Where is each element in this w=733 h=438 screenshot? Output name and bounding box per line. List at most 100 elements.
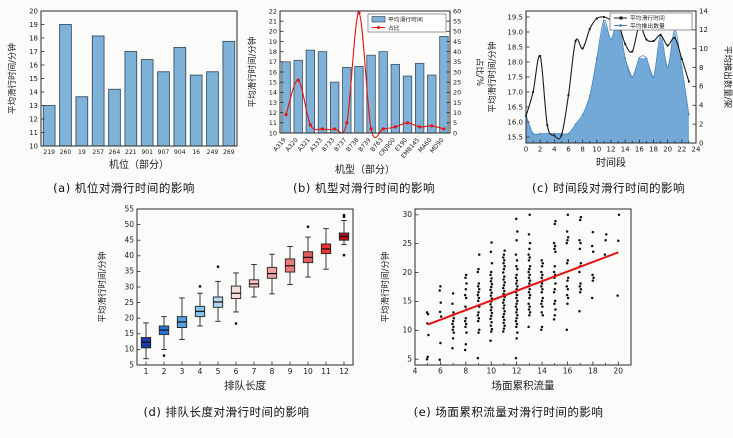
svg-text:50: 50 (124, 220, 134, 229)
svg-text:0: 0 (524, 146, 528, 154)
svg-text:20: 20 (453, 89, 461, 97)
svg-text:平均推出数量: 平均推出数量 (630, 22, 665, 30)
svg-text:平均滑行时间/分钟: 平均滑行时间/分钟 (380, 252, 391, 323)
svg-text:16: 16 (562, 367, 572, 376)
svg-text:14: 14 (699, 7, 708, 15)
svg-text:10: 10 (592, 146, 601, 154)
svg-text:12: 12 (29, 115, 38, 123)
svg-text:55: 55 (453, 17, 461, 25)
bottom-row: 5 10 15 20 25 30 35 40 45 50 55 1 2 3 4 5 6 7 8 9 10 11 12 平均滑行… (0, 203, 733, 419)
svg-text:901: 901 (141, 149, 153, 156)
svg-text:时间段: 时间段 (596, 156, 626, 169)
svg-text:10: 10 (453, 109, 461, 117)
svg-text:占比/%: 占比/% (474, 58, 484, 86)
svg-text:30: 30 (453, 68, 461, 76)
svg-text:4: 4 (197, 367, 202, 376)
svg-text:平均滑行时间/分钟: 平均滑行时间/分钟 (97, 252, 108, 323)
chart-d-caption: (d) 排队长度对滑行时间的影响 (143, 405, 310, 419)
svg-text:19.5: 19.5 (507, 13, 523, 21)
svg-text:1: 1 (143, 367, 148, 376)
svg-text:21: 21 (269, 17, 277, 25)
svg-text:904: 904 (174, 149, 186, 156)
svg-text:11: 11 (29, 129, 38, 137)
svg-text:22: 22 (269, 7, 277, 15)
svg-text:6: 6 (438, 367, 443, 376)
svg-text:8: 8 (269, 367, 274, 376)
svg-text:2: 2 (538, 146, 542, 154)
svg-text:机位（部分）: 机位（部分） (109, 158, 169, 171)
svg-text:6: 6 (233, 367, 238, 376)
svg-text:16: 16 (269, 68, 277, 76)
svg-text:13: 13 (29, 102, 38, 110)
svg-text:16.5: 16.5 (507, 103, 523, 111)
svg-text:264: 264 (109, 149, 121, 156)
svg-text:30: 30 (124, 282, 134, 291)
svg-text:260: 260 (60, 149, 72, 156)
svg-text:50: 50 (453, 28, 461, 36)
chart-b: 10 11 12 13 14 15 16 17 18 19 20 21 22 0 5 10 15 20 25 30 35… (244, 3, 484, 195)
svg-text:40: 40 (453, 48, 461, 56)
svg-text:15: 15 (269, 78, 277, 86)
chart-e-caption: (e) 场面累积流量对滑行时间的影响 (413, 405, 604, 419)
svg-text:19: 19 (29, 21, 38, 29)
svg-text:12: 12 (269, 109, 277, 117)
svg-text:35: 35 (124, 267, 134, 276)
svg-text:15: 15 (402, 297, 412, 306)
svg-text:2: 2 (161, 367, 166, 376)
svg-text:221: 221 (125, 149, 137, 156)
svg-text:16.0: 16.0 (507, 118, 523, 126)
svg-text:15: 15 (453, 99, 461, 107)
svg-text:20: 20 (29, 7, 38, 15)
svg-text:35: 35 (453, 58, 461, 66)
svg-text:平均滑行时间/分钟: 平均滑行时间/分钟 (487, 42, 498, 113)
svg-text:0: 0 (453, 129, 457, 137)
svg-text:18.0: 18.0 (507, 58, 523, 66)
svg-text:60: 60 (453, 7, 461, 15)
svg-text:10: 10 (29, 142, 38, 150)
svg-text:5: 5 (453, 119, 457, 127)
svg-text:场面累积流量: 场面累积流量 (491, 379, 554, 392)
svg-text:10: 10 (269, 129, 277, 137)
chart-b-canvas: 10 11 12 13 14 15 16 17 18 19 20 21 22 0 5 10 15 20 25 30 35… (247, 7, 484, 176)
chart-a-caption: (a) 机位对滑行时间的影响 (53, 181, 195, 195)
chart-c-caption: (c) 时间段对滑行时间的影响 (532, 181, 685, 195)
svg-text:20: 20 (663, 146, 672, 154)
svg-text:17.0: 17.0 (507, 88, 523, 96)
svg-text:8: 8 (580, 146, 584, 154)
svg-text:25: 25 (124, 298, 134, 307)
svg-text:20: 20 (613, 367, 623, 376)
chart-a-canvas: 10 11 12 13 14 15 16 17 18 19 20 219 260 19 257 264 221 9… (7, 7, 238, 171)
svg-text:257: 257 (92, 149, 104, 156)
svg-text:MD90: MD90 (429, 137, 446, 155)
svg-text:13: 13 (269, 99, 277, 107)
svg-text:20: 20 (124, 314, 134, 323)
svg-text:平均滑行时间: 平均滑行时间 (388, 16, 423, 24)
svg-text:4: 4 (412, 367, 417, 376)
chart-c: 15.5 16.0 16.5 17.0 17.5 18.0 18.5 19.0 19.5 0 2 4 6… (484, 3, 733, 195)
svg-text:12: 12 (699, 26, 708, 34)
svg-text:20: 20 (402, 268, 412, 277)
svg-text:18: 18 (269, 48, 277, 56)
svg-text:17: 17 (29, 48, 38, 56)
svg-text:8: 8 (699, 64, 703, 72)
svg-text:30: 30 (402, 210, 412, 219)
svg-text:平均滑行时间/分钟: 平均滑行时间/分钟 (7, 43, 18, 114)
svg-text:14: 14 (537, 367, 547, 376)
svg-text:10: 10 (402, 326, 412, 335)
svg-text:15.5: 15.5 (507, 133, 523, 141)
svg-text:5: 5 (407, 355, 412, 364)
svg-text:10: 10 (486, 367, 496, 376)
svg-text:22: 22 (677, 146, 686, 154)
svg-text:45: 45 (124, 236, 134, 245)
svg-text:249: 249 (207, 149, 219, 156)
chart-e-canvas: 5 10 15 20 25 30 4 6 8 10 12 14 16 18 20 平均滑行时间/分钟场面累积流… (380, 208, 631, 392)
svg-text:15: 15 (124, 329, 134, 338)
svg-text:18.5: 18.5 (507, 43, 523, 51)
svg-text:17.5: 17.5 (507, 73, 523, 81)
svg-text:6: 6 (699, 83, 704, 91)
svg-text:18: 18 (588, 367, 598, 376)
chart-c-canvas: 15.516.016.517.017.518.018.519.019.50246… (487, 7, 733, 169)
svg-text:16: 16 (29, 61, 38, 69)
